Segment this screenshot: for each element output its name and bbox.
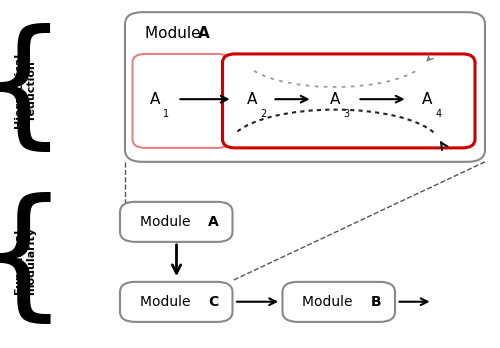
Text: Module: Module: [145, 25, 206, 41]
FancyBboxPatch shape: [120, 202, 232, 242]
Text: A: A: [150, 92, 160, 107]
Text: A: A: [208, 215, 219, 229]
Text: A: A: [248, 92, 258, 107]
Text: B: B: [371, 295, 382, 309]
FancyBboxPatch shape: [132, 54, 230, 148]
Text: Module: Module: [140, 215, 194, 229]
Text: Hierarchical
reduction: Hierarchical reduction: [14, 53, 36, 128]
Text: 2: 2: [260, 109, 266, 119]
Text: 1: 1: [163, 109, 169, 119]
Text: C: C: [208, 295, 219, 309]
Text: A: A: [330, 92, 340, 107]
FancyBboxPatch shape: [125, 12, 485, 162]
FancyBboxPatch shape: [222, 54, 475, 148]
FancyBboxPatch shape: [120, 282, 232, 322]
Text: 4: 4: [436, 109, 442, 119]
FancyBboxPatch shape: [282, 282, 395, 322]
Text: 3: 3: [343, 109, 349, 119]
Text: {: {: [0, 23, 68, 158]
Text: Module: Module: [302, 295, 357, 309]
Text: A: A: [198, 25, 209, 41]
Text: {: {: [0, 191, 68, 331]
Text: Module: Module: [140, 295, 194, 309]
Text: A: A: [422, 92, 432, 107]
Text: Functional
modularity: Functional modularity: [14, 227, 36, 295]
